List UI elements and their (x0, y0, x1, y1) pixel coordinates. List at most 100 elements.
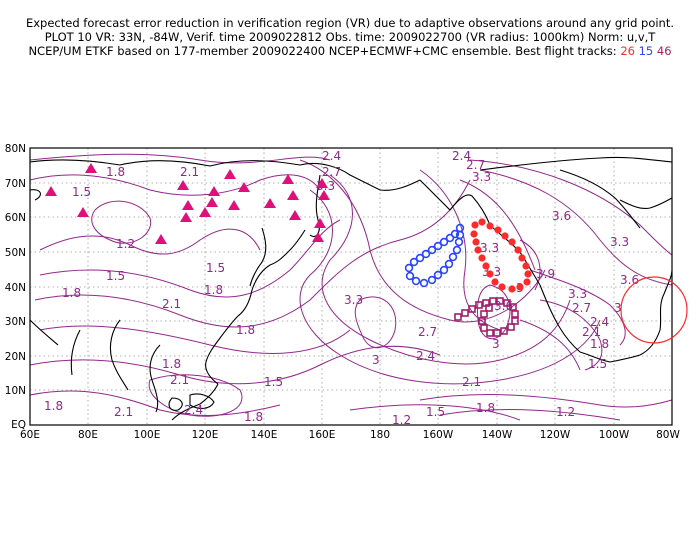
contour-label: 1.8 (106, 165, 125, 179)
lon-tick: 100E (134, 429, 161, 441)
contour-label: 1.2 (116, 237, 135, 251)
contour-label: 1.5 (106, 269, 125, 283)
triangle-marker-icon (289, 210, 301, 220)
contour-label: 1.8 (162, 357, 181, 371)
track-46-label: 46 (656, 44, 672, 58)
triangle-marker-icon (180, 212, 192, 222)
lon-tick: 60E (20, 429, 40, 441)
contour-label: 3.3 (480, 241, 499, 255)
contour-label: 1.5 (588, 357, 607, 371)
lat-tick: 50N (5, 247, 26, 259)
coastlines (29, 156, 673, 421)
contour-label: 2.4 (322, 149, 341, 163)
title-line-3-prefix: NCEP/UM ETKF based on 177-member 2009022… (28, 44, 617, 58)
contour-label: 1.8 (590, 337, 609, 351)
title-line-1: Expected forecast error reduction in ver… (25, 16, 675, 30)
lon-tick: 80W (656, 429, 680, 441)
triangle-marker-icon (228, 200, 240, 210)
lat-tick: 30N (5, 316, 26, 328)
contour-label: 1.5 (426, 405, 445, 419)
contour-label: 2.1 (162, 297, 181, 311)
contour-label: 2.4 (416, 349, 435, 363)
contour-label: 3 (614, 301, 622, 315)
triangle-marker-icon (238, 182, 250, 192)
triangle-marker-icon (224, 169, 236, 179)
contour-label: 3.6 (620, 273, 639, 287)
map-frame (29, 147, 673, 426)
triangle-marker-icon (206, 197, 218, 207)
track-15-label: 15 (638, 44, 654, 58)
triangle-marker-icon (287, 190, 299, 200)
contour-label: 1.2 (392, 413, 411, 427)
contour-labels: 2.1 2.4 2.7 2.4 2.7 3.3 3.3 1.8 1.5 1.2 … (44, 149, 639, 427)
contour-label: 1.8 (236, 323, 255, 337)
observation-triangles (45, 163, 330, 244)
triangle-marker-icon (314, 218, 326, 228)
contour-label: 1.5 (264, 375, 283, 389)
title-line-2: PLOT 10 VR: 33N, -84W, Verif. time 20090… (44, 30, 656, 44)
contour-label: 3.3 (344, 293, 363, 307)
lon-tick: 140W (482, 429, 513, 441)
contour-label: 2.1 (114, 405, 133, 419)
lon-tick: 100W (599, 429, 630, 441)
contour-label: 2.1 (170, 373, 189, 387)
triangle-marker-icon (177, 180, 189, 190)
contour-label: 2.7 (322, 165, 341, 179)
track-26-label: 26 (620, 44, 635, 58)
contour-label: 2.4 (452, 149, 471, 163)
contour-label: 2.7 (418, 325, 437, 339)
contour-label: 3 (492, 337, 500, 351)
triangle-marker-icon (318, 190, 330, 200)
triangle-marker-icon (264, 198, 276, 208)
contour-label: 3.3 (610, 235, 629, 249)
contour-label: 3.3 (568, 287, 587, 301)
lon-tick: 140E (251, 429, 278, 441)
lon-tick: 180 (370, 429, 390, 441)
lon-tick: 160W (423, 429, 454, 441)
contour-label: 3.9 (536, 267, 555, 281)
contour-label: 2.7 (466, 158, 485, 172)
contour-label: 1.8 (204, 283, 223, 297)
contour-label: 1.2 (556, 405, 575, 419)
contour-label: 2.1 (462, 375, 481, 389)
triangle-marker-icon (85, 163, 97, 173)
lon-tick: 160E (309, 429, 336, 441)
triangle-marker-icon (312, 232, 324, 242)
contour-label: 1.8 (62, 286, 81, 300)
lat-tick: 60N (5, 212, 26, 224)
triangle-marker-icon (208, 186, 220, 196)
lat-tick: EQ (11, 419, 26, 431)
triangle-marker-icon (282, 174, 294, 184)
flight-track-26 (470, 218, 532, 293)
contour-label: 3.3 (472, 170, 491, 184)
triangle-marker-icon (316, 178, 328, 188)
triangle-marker-icon (45, 186, 57, 196)
error-reduction-contours (29, 153, 673, 421)
triangle-marker-icon (199, 207, 211, 217)
verification-region-circle (620, 276, 688, 344)
contour-label: 2.4 (590, 315, 609, 329)
contour-label: 3.6 (552, 209, 571, 223)
flight-track-46 (454, 297, 519, 337)
contour-label: 1.5 (206, 261, 225, 275)
lon-tick: 120E (192, 429, 219, 441)
contour-label: 1.8 (44, 399, 63, 413)
latitude-axis: EQ 10N 20N 30N 40N 50N 60N 70N 80N (5, 143, 26, 431)
contour-label: 2.1 (180, 165, 199, 179)
longitude-axis: 60E 80E 100E 120E 140E 160E 180 160W 140… (20, 429, 680, 441)
title-line-3: NCEP/UM ETKF based on 177-member 2009022… (0, 44, 700, 58)
contour-label: 1.8 (244, 410, 263, 424)
lat-tick: 40N (5, 282, 26, 294)
lat-tick: 10N (5, 385, 26, 397)
contour-label: 2.4 (184, 403, 203, 417)
triangle-marker-icon (155, 234, 167, 244)
contour-label: 1.5 (72, 185, 91, 199)
lon-tick: 120W (540, 429, 571, 441)
contour-label: 3 (372, 353, 380, 367)
flight-track-15 (404, 223, 465, 288)
lat-tick: 20N (5, 351, 26, 363)
contour-label: 2.7 (572, 301, 591, 315)
triangle-marker-icon (182, 200, 194, 210)
contour-label: 1.8 (476, 401, 495, 415)
